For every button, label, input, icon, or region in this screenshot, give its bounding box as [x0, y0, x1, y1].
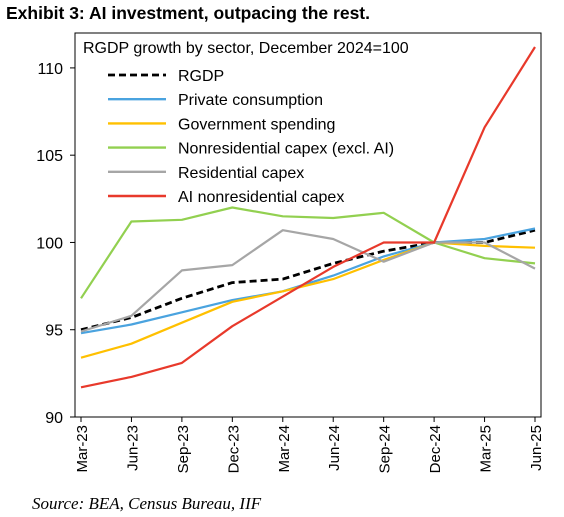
legend-label: Private consumption [178, 92, 323, 109]
line-chart: 90 95 100 105 110 Mar-23 Jun-23 Sep-23 Dec-23 Mar… [36, 32, 545, 473]
legend-label: RGDP [178, 68, 224, 85]
x-tick-label: Mar-24 [276, 425, 293, 473]
x-tick-label: Mar-25 [478, 425, 495, 473]
series-line [80, 241, 536, 359]
legend-label: AI nonresidential capex [178, 189, 344, 206]
y-tick-label: 110 [37, 61, 63, 78]
series-line [80, 46, 536, 389]
x-tick-label: Sep-24 [377, 425, 394, 473]
x-tick-label: Jun-24 [326, 425, 343, 471]
plot-frame [74, 32, 542, 418]
x-tick-label: Jun-25 [528, 425, 545, 471]
y-tick-label: 105 [36, 148, 63, 165]
x-tick-label: Dec-23 [225, 425, 242, 473]
legend-label: Government spending [178, 116, 335, 133]
series-line [80, 206, 536, 299]
series-line [80, 229, 536, 333]
exhibit-title: Exhibit 3: AI investment, outpacing the … [6, 3, 370, 23]
chart: 90 95 100 105 110 Mar-23 Jun-23 Sep-23 Dec-23 Mar… [0, 26, 564, 492]
series-line [80, 227, 536, 335]
y-tick-label: 100 [36, 235, 63, 252]
x-tick-label: Sep-23 [175, 425, 192, 473]
y-tick-label: 95 [45, 323, 63, 340]
legend-label: Residential capex [178, 165, 304, 182]
x-tick-label: Dec-24 [427, 425, 444, 473]
source-note: Source: BEA, Census Bureau, IIF [32, 494, 262, 513]
x-tick-label: Jun-23 [124, 425, 141, 471]
x-tick-label: Mar-23 [74, 425, 91, 473]
y-tick-label: 90 [45, 410, 63, 427]
legend-label: Nonresidential capex (excl. AI) [178, 141, 394, 158]
chart-title: RGDP growth by sector, December 2024=100 [83, 40, 409, 57]
